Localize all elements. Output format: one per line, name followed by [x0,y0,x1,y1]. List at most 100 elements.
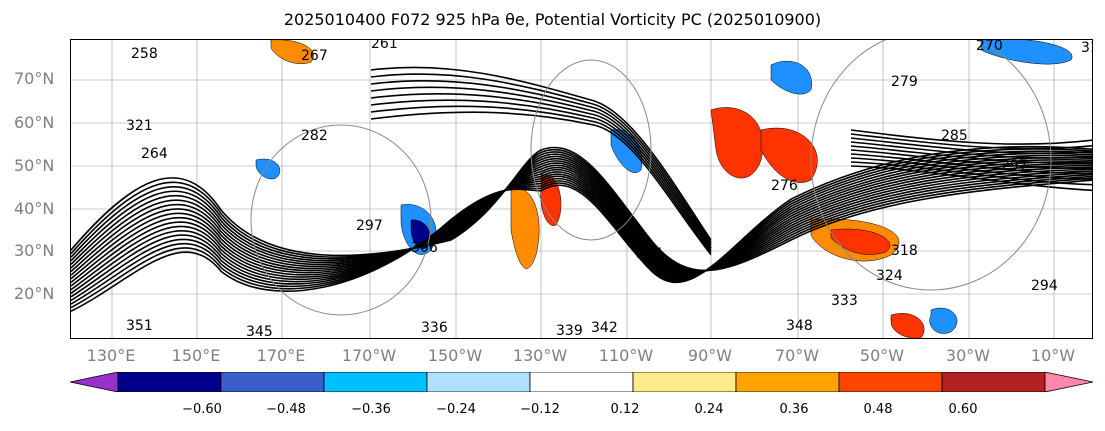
theta-e-contour-line [850,141,1092,159]
pv-anomaly-region [710,107,764,179]
contour-value-label: 297 [1001,158,1028,174]
lon-label-50w: 50°W [859,346,905,365]
lat-label-60n: 60°N [14,113,55,132]
theta-e-contour-line [71,150,1092,305]
theta-e-contour-line [850,165,1092,192]
contour-value-label: 294 [1031,278,1058,294]
theta-e-contour-line [370,79,712,245]
contour-value-label: 318 [891,243,918,259]
colorbar-segment [941,372,1046,392]
pv-anomaly-region [830,228,891,255]
theta-e-contour-line [71,145,1092,312]
theta-e-contours [71,66,1092,312]
colorbar-tick-label: 0.12 [610,402,640,417]
theta-e-contour-line [850,133,1092,150]
contour-value-label: 270 [976,40,1003,54]
lon-label-130e: 130°E [86,346,136,365]
colorbar-tick-label: −0.36 [351,402,391,417]
colorbar-tick-label: 0.24 [694,402,724,417]
pv-anomaly-region [929,307,958,334]
map-panel: 261 258 267 297 306 336 339 342 345 351 348 333 324 3… [70,39,1093,339]
colorbar-tick-label: −0.24 [436,402,476,417]
pv-anomaly-region [770,60,812,95]
contour-value-label: 264 [141,146,168,162]
contour-value-label: 285 [941,128,968,144]
geopotential-contour-line [530,59,652,241]
theta-e-contour-line [71,146,1092,272]
colorbar-segment [838,372,943,392]
contour-value-label: 261 [371,40,398,52]
lon-label-90w: 90°W [687,346,733,365]
theta-e-contour-line [71,155,1092,273]
pv-anomaly-region [510,188,540,269]
colorbar-segment [632,372,737,392]
lat-label-70n: 70°N [14,69,55,88]
lat-label-50n: 50°N [14,156,55,175]
map-title: 2025010400 F072 925 hPa θe, Potential Vo… [283,10,822,29]
theta-e-contour-line [71,153,1092,272]
theta-e-contour-line [71,161,1092,287]
lat-label-40n: 40°N [14,199,55,218]
theta-e-contour-line [71,164,1092,280]
theta-e-contour-line [370,99,712,251]
lon-label-130w: 130°W [512,346,568,365]
pv-anomaly-shading [255,40,1073,338]
lon-label-10w: 10°W [1030,346,1076,365]
colorbar-segment [323,372,428,392]
contour-value-label: 276 [771,178,798,194]
theta-e-contour-line [850,137,1092,155]
theta-e-contour-line [71,151,1092,272]
lon-label-110w: 110°W [598,346,654,365]
colorbar [70,372,1093,392]
theta-e-contour-line [71,159,1092,291]
pv-anomaly-region [980,40,1073,65]
lon-label-70w: 70°W [774,346,820,365]
contour-value-label: 333 [831,293,858,309]
theta-e-contour-line [71,157,1092,273]
colorbar-segment [529,372,634,392]
contour-value-label: 306 [411,240,438,256]
contour-value-label: 348 [786,318,813,334]
contour-value-label: 339 [556,323,583,339]
pv-anomaly-region [760,127,818,183]
theta-e-contour-line [71,162,1092,284]
theta-e-contour-line [71,156,1092,294]
geopotential-contour-line [810,40,1052,291]
lon-label-150e: 150°E [171,346,221,365]
theta-e-contour-line [850,129,1092,145]
lat-label-20n: 20°N [14,284,55,303]
theta-e-contour-line [370,111,712,256]
contour-value-label: 342 [591,320,618,336]
colorbar-segment [426,372,531,392]
theta-e-contour-line [71,162,1092,276]
colorbar-tick-label: −0.48 [266,402,306,417]
lat-label-30n: 30°N [14,241,55,260]
contour-value-label: 315 [1081,40,1093,56]
colorbar-tick-label: 0.60 [948,402,978,417]
contour-value-label: 297 [356,218,383,234]
contour-value-label: 351 [126,318,153,334]
colorbar-segment [220,372,325,392]
theta-e-contour-line [370,86,712,247]
theta-e-contour-line [71,149,1092,272]
colorbar-tick-label: 0.36 [779,402,809,417]
colorbar-extend-high [1044,372,1093,392]
theta-e-contour-line [370,66,712,241]
theta-e-contour-line [850,145,1092,164]
theta-e-contour-line [370,105,712,254]
lon-label-30w: 30°W [945,346,991,365]
colorbar-extend-low [70,372,119,392]
lon-label-150w: 150°W [427,346,483,365]
theta-e-contour-line [850,149,1092,169]
contour-value-label: 304 [636,246,663,262]
colorbar-tick-label: 0.48 [863,402,893,417]
theta-e-contour-line [850,161,1092,186]
colorbar-tick-label: −0.12 [520,402,560,417]
contour-value-label: 267 [301,48,328,64]
contour-value-label: 282 [301,128,328,144]
theta-e-contour-line [850,157,1092,180]
lon-label-170w: 170°W [341,346,397,365]
pv-anomaly-region [255,158,281,180]
geopotential-contours [250,40,1052,316]
contour-labels: 261 258 267 297 306 336 339 342 345 351 348 333 324 3… [126,40,1093,339]
